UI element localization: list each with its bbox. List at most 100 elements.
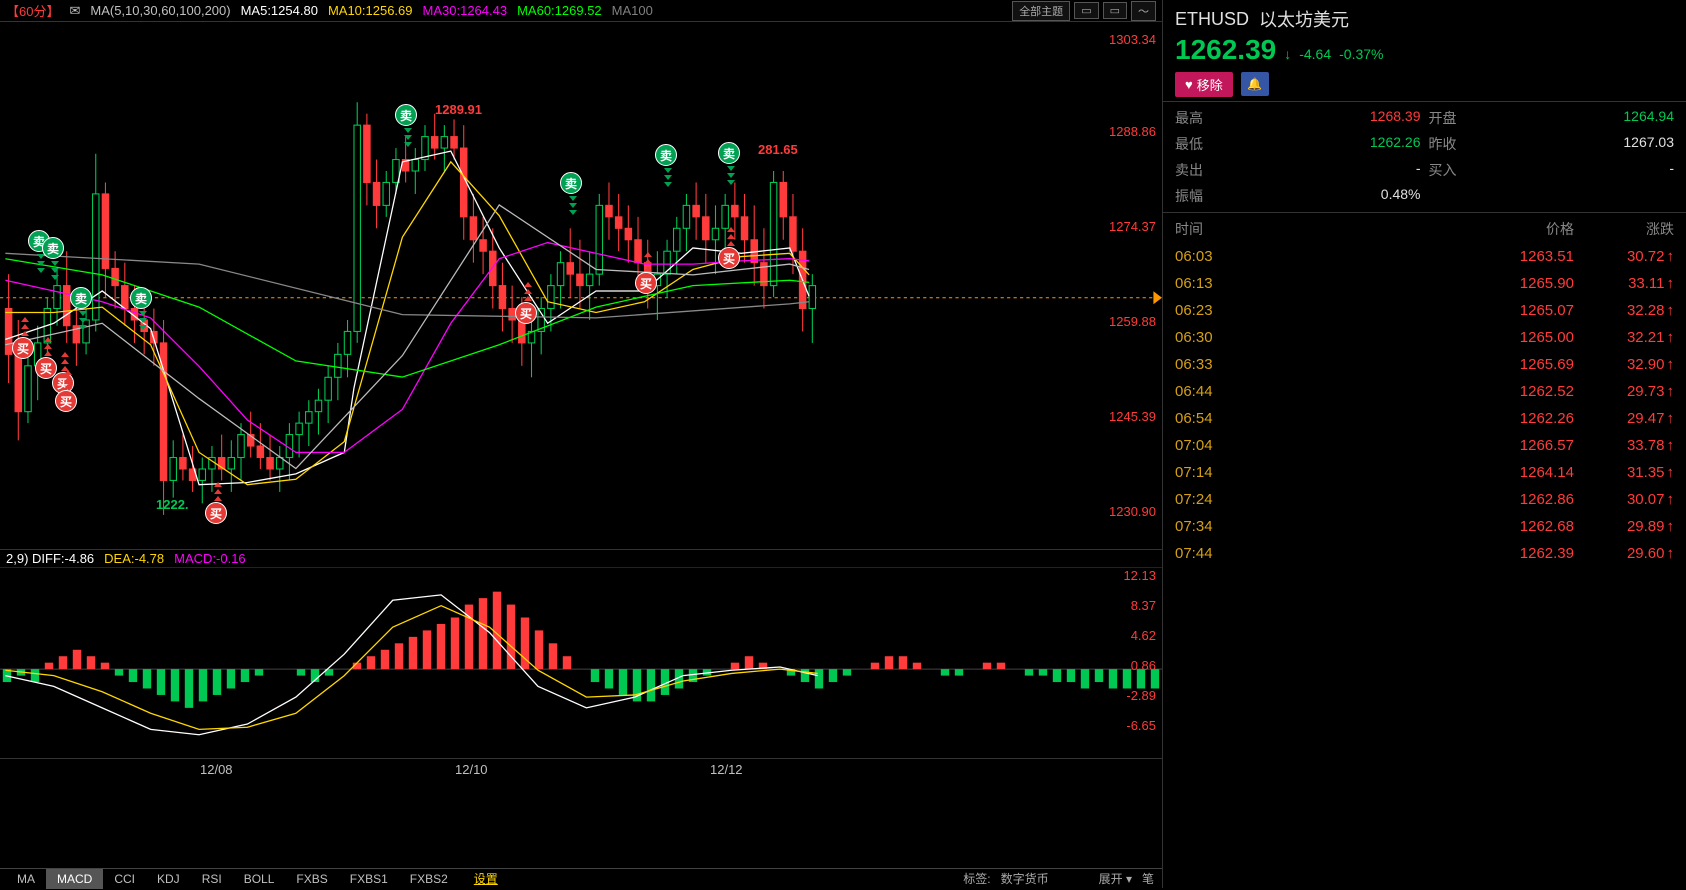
- stat-value: 1264.94: [1465, 108, 1675, 128]
- stat-value: 1267.03: [1465, 134, 1675, 154]
- tick-change: 32.21↑: [1574, 329, 1674, 346]
- tick-price: 1264.14: [1255, 464, 1574, 481]
- mail-icon[interactable]: ✉: [69, 3, 80, 19]
- diff-value: DIFF:-4.86: [32, 551, 94, 566]
- tick-price: 1262.26: [1255, 410, 1574, 427]
- tick-rows: 06:03 1263.51 30.72↑06:13 1265.90 33.11↑…: [1163, 243, 1686, 888]
- alert-button[interactable]: 🔔: [1241, 72, 1269, 96]
- tick-change: 32.28↑: [1574, 302, 1674, 319]
- tool-btn-2[interactable]: ▭: [1103, 2, 1127, 19]
- buy-marker: 买: [635, 272, 657, 294]
- up-arrow-icon: ↑: [1667, 491, 1675, 508]
- tick-change: 30.07↑: [1574, 491, 1674, 508]
- y-axis-label: 1288.86: [1109, 124, 1156, 139]
- macd-header: 2,9) DIFF:-4.86 DEA:-4.78 MACD:-0.16: [0, 550, 1162, 568]
- theme-dropdown[interactable]: 全部主题: [1012, 1, 1070, 21]
- main-candlestick-chart[interactable]: 1303.341288.861274.371259.881245.391230.…: [0, 22, 1162, 550]
- up-arrow-icon: ↑: [1667, 410, 1675, 427]
- right-price-tag: 281.65: [758, 142, 798, 157]
- macd-y-label: 8.37: [1131, 598, 1156, 613]
- stat-label: 振幅: [1175, 186, 1203, 206]
- tick-row[interactable]: 06:33 1265.69 32.90↑: [1163, 351, 1686, 378]
- tick-price: 1265.90: [1255, 275, 1574, 292]
- up-arrow-icon: ↑: [1667, 545, 1675, 562]
- tick-price: 1262.86: [1255, 491, 1574, 508]
- tick-time: 07:14: [1175, 464, 1255, 481]
- y-axis-label: 1245.39: [1109, 409, 1156, 424]
- timeframe-label[interactable]: 【60分】: [6, 1, 59, 20]
- tick-row[interactable]: 07:24 1262.86 30.07↑: [1163, 486, 1686, 513]
- tick-time: 06:30: [1175, 329, 1255, 346]
- stat-value: 1268.39: [1211, 108, 1421, 128]
- tick-row[interactable]: 06:03 1263.51 30.72↑: [1163, 243, 1686, 270]
- high-price-tag: 1289.91: [435, 102, 482, 117]
- tool-btn-1[interactable]: ▭: [1074, 2, 1098, 19]
- tick-header: 时间 价格 涨跌: [1163, 213, 1686, 243]
- tick-price: 1266.57: [1255, 437, 1574, 454]
- sell-marker: 卖: [130, 287, 152, 309]
- stat-label: 买入: [1429, 160, 1457, 180]
- up-arrow-icon: ↑: [1667, 275, 1675, 292]
- tick-row[interactable]: 06:44 1262.52 29.73↑: [1163, 378, 1686, 405]
- date-tick: 12/10: [455, 762, 488, 777]
- tick-change: 31.35↑: [1574, 464, 1674, 481]
- tick-change: 30.72↑: [1574, 248, 1674, 265]
- right-panel: ETHUSD 以太坊美元 1262.39 ↓ -4.64 -0.37% ♥ 移除…: [1162, 0, 1686, 888]
- macd-chart[interactable]: 12.138.374.620.86-2.89-6.65: [0, 568, 1162, 758]
- tick-change: 29.73↑: [1574, 383, 1674, 400]
- tick-time: 06:13: [1175, 275, 1255, 292]
- tick-time: 06:33: [1175, 356, 1255, 373]
- tick-row[interactable]: 07:04 1266.57 33.78↑: [1163, 432, 1686, 459]
- heart-icon: ♥: [1185, 77, 1193, 92]
- macd-y-label: 12.13: [1123, 568, 1156, 583]
- tick-row[interactable]: 07:44 1262.39 29.60↑: [1163, 540, 1686, 567]
- up-arrow-icon: ↑: [1667, 329, 1675, 346]
- macd-params: 2,9): [6, 551, 28, 566]
- tick-row[interactable]: 07:14 1264.14 31.35↑: [1163, 459, 1686, 486]
- tick-price: 1262.52: [1255, 383, 1574, 400]
- ma-header: MA(5,10,30,60,100,200): [90, 3, 230, 18]
- sell-marker: 卖: [42, 237, 64, 259]
- sell-marker: 卖: [560, 172, 582, 194]
- pen-tool[interactable]: 笔: [1142, 870, 1154, 887]
- stat-label: 卖出: [1175, 160, 1203, 180]
- buy-marker: 买: [12, 337, 34, 359]
- tick-change: 29.60↑: [1574, 545, 1674, 562]
- buy-marker: 买: [718, 247, 740, 269]
- ma5-value: MA5:1254.80: [241, 3, 318, 18]
- tick-price: 1265.69: [1255, 356, 1574, 373]
- tick-row[interactable]: 06:13 1265.90 33.11↑: [1163, 270, 1686, 297]
- tick-price: 1265.07: [1255, 302, 1574, 319]
- stat-value: -: [1465, 160, 1675, 180]
- tick-row[interactable]: 07:34 1262.68 29.89↑: [1163, 513, 1686, 540]
- tick-time: 07:34: [1175, 518, 1255, 535]
- stat-label: 开盘: [1429, 108, 1457, 128]
- expand-button[interactable]: 展开 ▾: [1099, 870, 1132, 887]
- current-price: 1262.39: [1175, 34, 1276, 66]
- down-arrow-icon: ↓: [1284, 46, 1291, 62]
- macd-y-label: 0.86: [1131, 658, 1156, 673]
- symbol-name: 以太坊美元: [1259, 6, 1349, 32]
- sell-marker: 卖: [70, 287, 92, 309]
- date-tick: 12/08: [200, 762, 233, 777]
- tick-row[interactable]: 06:23 1265.07 32.28↑: [1163, 297, 1686, 324]
- th-price: 价格: [1255, 219, 1574, 239]
- tick-change: 29.47↑: [1574, 410, 1674, 427]
- tick-row[interactable]: 06:54 1262.26 29.47↑: [1163, 405, 1686, 432]
- stat-label: [1429, 186, 1457, 206]
- up-arrow-icon: ↑: [1667, 356, 1675, 373]
- up-arrow-icon: ↑: [1667, 383, 1675, 400]
- remove-button[interactable]: ♥ 移除: [1175, 72, 1233, 97]
- tick-row[interactable]: 06:30 1265.00 32.21↑: [1163, 324, 1686, 351]
- tool-btn-3[interactable]: 〜: [1131, 1, 1156, 21]
- up-arrow-icon: ↑: [1667, 437, 1675, 454]
- up-arrow-icon: ↑: [1667, 464, 1675, 481]
- ma30-value: MA30:1264.43: [423, 3, 508, 18]
- tick-price: 1265.00: [1255, 329, 1574, 346]
- tag-value[interactable]: 数字货币: [1001, 870, 1049, 887]
- tick-time: 07:24: [1175, 491, 1255, 508]
- ma10-value: MA10:1256.69: [328, 3, 413, 18]
- stat-label: 最低: [1175, 134, 1203, 154]
- buy-marker: 买: [55, 390, 77, 412]
- dea-value: DEA:-4.78: [104, 551, 164, 566]
